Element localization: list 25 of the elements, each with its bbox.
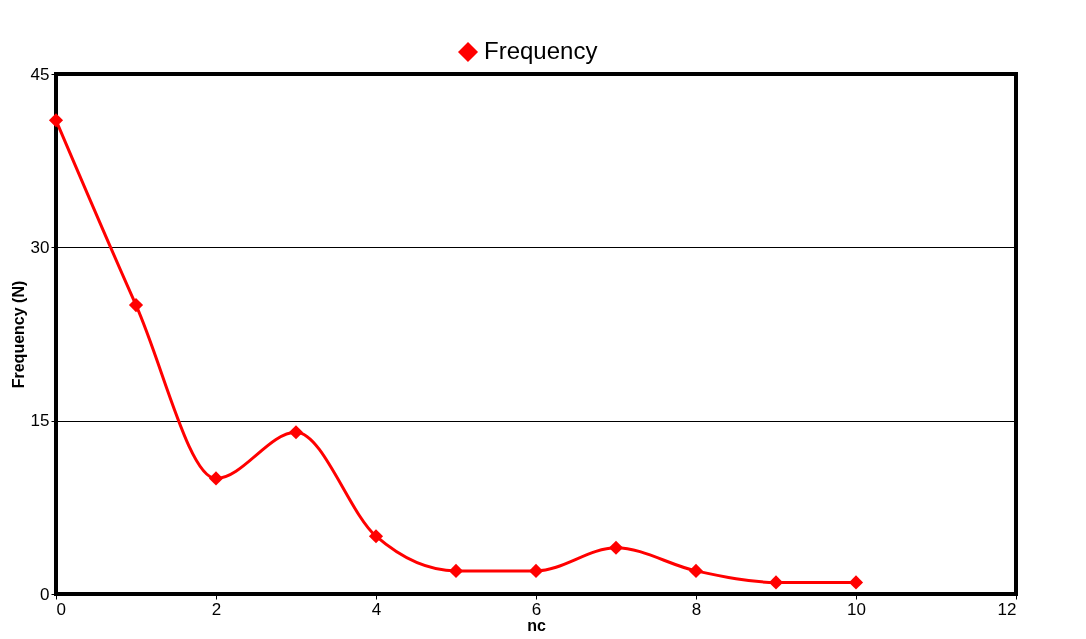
y-tick-label: 30 bbox=[30, 237, 50, 257]
y-tick-label: 0 bbox=[40, 584, 50, 604]
x-tick-label: 6 bbox=[531, 599, 542, 619]
x-tick-label: 10 bbox=[847, 599, 866, 619]
y-tick-label: 45 bbox=[30, 64, 50, 84]
point bbox=[608, 540, 624, 555]
x-axis-title: nc bbox=[527, 616, 546, 634]
point bbox=[288, 425, 304, 440]
point bbox=[848, 575, 864, 590]
y-axis-title: Frequency (N) bbox=[9, 280, 27, 389]
point bbox=[528, 563, 544, 578]
point bbox=[368, 529, 384, 544]
point bbox=[448, 563, 464, 578]
x-tick-label: 12 bbox=[997, 599, 1017, 619]
y-tick-label: 15 bbox=[30, 411, 50, 431]
x-tick-label: 0 bbox=[56, 599, 66, 619]
point bbox=[128, 298, 144, 313]
legend-label: Frequency bbox=[484, 37, 598, 64]
point bbox=[48, 113, 64, 128]
point bbox=[208, 471, 224, 486]
x-tick-label: 4 bbox=[371, 599, 382, 619]
x-tick-label: 2 bbox=[211, 599, 222, 619]
x-tick-label: 8 bbox=[691, 599, 702, 619]
point bbox=[688, 563, 704, 578]
point bbox=[768, 575, 784, 590]
